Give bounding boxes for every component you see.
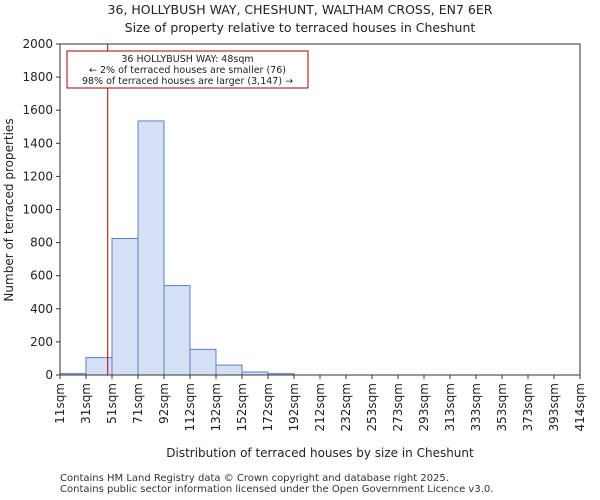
annotation-box <box>66 50 309 89</box>
x-tick-label: 253sqm <box>365 383 379 431</box>
x-axis-ticks: 11sqm 31sqm 51sqm 71sqm 92sqm 112sqm 132sqm 152… <box>53 375 587 431</box>
y-axis-label: Number of terraced properties <box>2 118 16 301</box>
y-tick-label: 200 <box>30 335 53 349</box>
y-tick-label: 2000 <box>22 37 53 51</box>
x-tick-label: 273sqm <box>391 383 405 431</box>
chart-title: 36, HOLLYBUSH WAY, CHESHUNT, WALTHAM CRO… <box>108 2 493 17</box>
annotation-line-3: 98% of terraced houses are larger (3,147… <box>82 76 293 87</box>
y-tick-label: 1000 <box>22 203 53 217</box>
x-tick-label: 51sqm <box>105 383 119 424</box>
y-tick-label: 600 <box>30 269 53 283</box>
histogram-bar <box>215 364 243 376</box>
footer-copyright: Contains HM Land Registry data © Crown c… <box>60 473 449 484</box>
annotation-line-2: ← 2% of terraced houses are smaller (76) <box>89 65 286 76</box>
y-tick-label: 800 <box>30 236 53 250</box>
x-tick-label: 152sqm <box>235 383 249 431</box>
x-tick-label: 353sqm <box>495 383 509 431</box>
histogram-bar <box>111 237 139 376</box>
y-tick-label: 1600 <box>22 103 53 117</box>
footer-licence: Contains public sector information licen… <box>60 484 494 495</box>
bar-series <box>59 120 295 376</box>
x-tick-label: 31sqm <box>79 383 93 424</box>
x-tick-label: 232sqm <box>339 383 353 431</box>
histogram-chart: 36, HOLLYBUSH WAY, CHESHUNT, WALTHAM CRO… <box>2 2 587 460</box>
histogram-bar <box>163 285 191 376</box>
x-tick-label: 333sqm <box>469 383 483 431</box>
x-tick-label: 11sqm <box>53 383 67 424</box>
x-axis-label: Distribution of terraced houses by size … <box>166 446 474 460</box>
chart-subtitle: Size of property relative to terraced ho… <box>125 20 476 35</box>
x-tick-label: 293sqm <box>417 383 431 431</box>
x-tick-label: 92sqm <box>157 383 171 424</box>
x-tick-label: 71sqm <box>131 383 145 424</box>
y-axis-ticks: 0 200 400 600 800 1000 1200 1400 1600 1800 2000 <box>22 37 60 382</box>
histogram-bar <box>189 348 217 376</box>
y-tick-label: 1200 <box>22 169 53 183</box>
x-tick-label: 132sqm <box>209 383 223 431</box>
histogram-bar <box>137 120 165 376</box>
marker-annotation: 36 HOLLYBUSH WAY: 48sqm ← 2% of terraced… <box>66 50 309 89</box>
x-tick-label: 192sqm <box>287 383 301 431</box>
y-tick-label: 1400 <box>22 136 53 150</box>
annotation-line-1: 36 HOLLYBUSH WAY: 48sqm <box>121 54 253 65</box>
y-tick-label: 400 <box>30 302 53 316</box>
y-tick-label: 0 <box>45 368 53 382</box>
x-tick-label: 373sqm <box>521 383 535 431</box>
y-tick-label: 1800 <box>22 70 53 84</box>
x-tick-label: 112sqm <box>183 383 197 431</box>
x-tick-label: 414sqm <box>573 383 587 431</box>
x-tick-label: 313sqm <box>443 383 457 431</box>
x-tick-label: 212sqm <box>313 383 327 431</box>
x-tick-label: 393sqm <box>547 383 561 431</box>
plot-area-frame <box>59 43 581 376</box>
x-tick-label: 172sqm <box>261 383 275 431</box>
